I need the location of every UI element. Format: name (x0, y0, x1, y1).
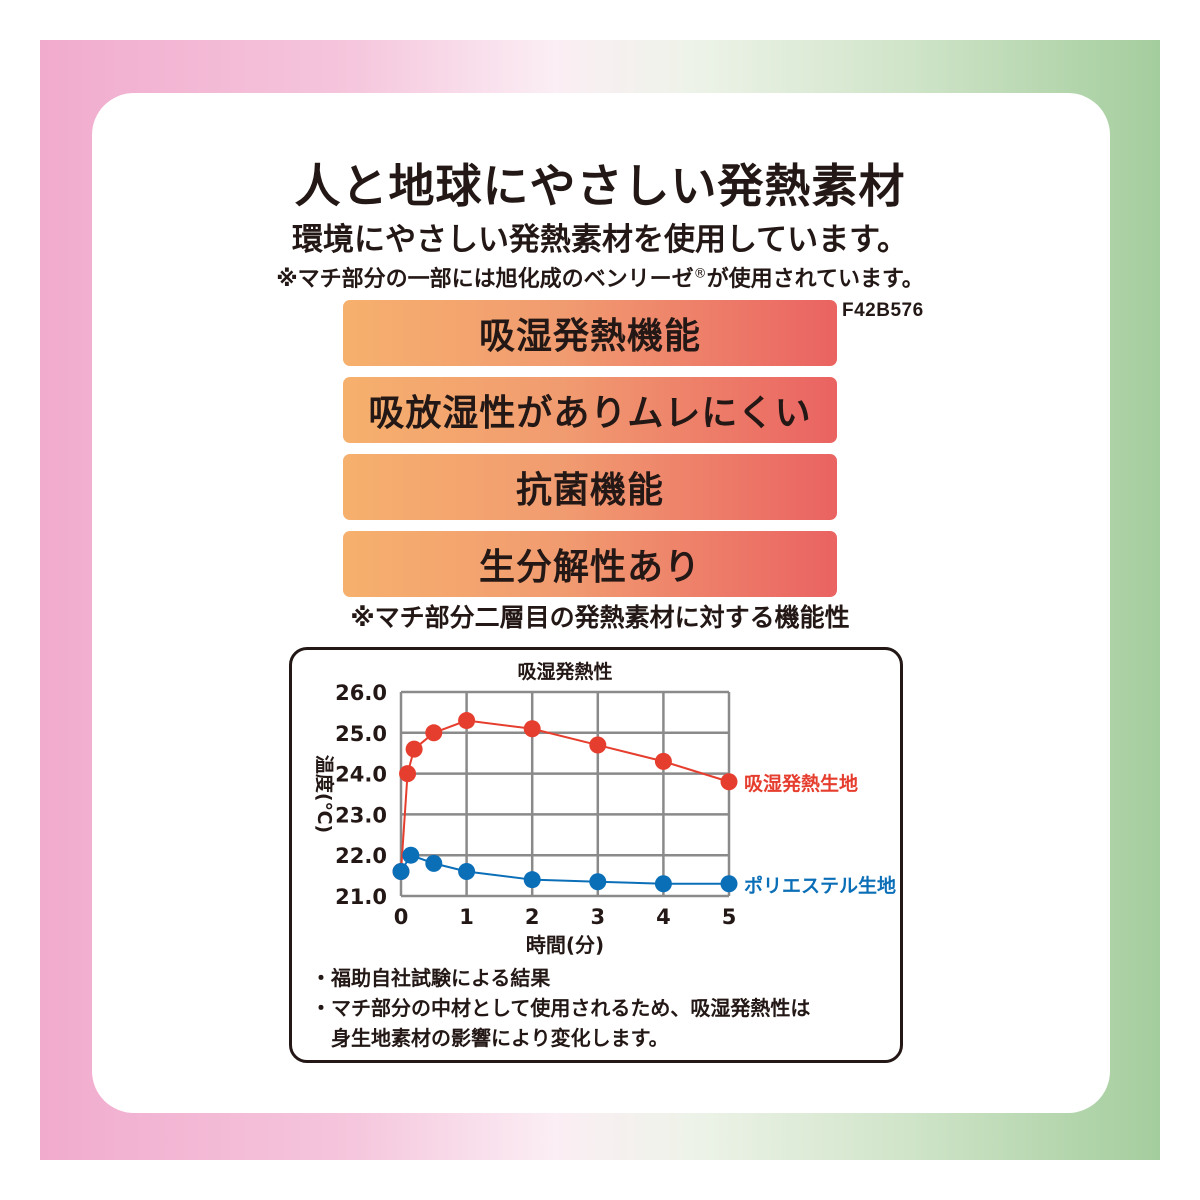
footnote-material-cont: 身生地素材の影響により変化します。 (311, 1026, 669, 1050)
data-point (654, 875, 672, 893)
footnote-material: ・マチ部分の中材として使用されるため、吸湿発熱性は (311, 996, 811, 1020)
features-note: ※マチ部分二層目の発熱素材に対する機能性 (350, 603, 850, 632)
data-point (720, 773, 738, 791)
data-point (425, 724, 443, 742)
data-point (402, 846, 420, 864)
y-tick-label: 23.0 (335, 803, 387, 827)
data-point (654, 752, 672, 770)
data-point (589, 736, 607, 754)
x-tick-label: 2 (525, 905, 540, 929)
registered-mark: ® (693, 266, 707, 282)
line-chart: 吸湿発熱性 21.0 22.0 23.0 24.0 25.0 26.0 0 1 2 3 4 5 時間(分)… (313, 660, 896, 957)
data-point (405, 740, 423, 758)
series-label-1: 吸湿発熱生地 (744, 772, 858, 795)
data-point (523, 720, 541, 738)
y-axis-label: 温度(℃) (313, 755, 336, 833)
footnote-test-source: ・福助自社試験による結果 (311, 966, 551, 990)
feature-breathable: 吸放湿性がありムレにくい (343, 377, 837, 443)
x-axis-label: 時間(分) (526, 933, 604, 957)
chart-title: 吸湿発熱性 (517, 660, 612, 683)
data-point (458, 712, 476, 730)
data-point (425, 854, 443, 872)
x-tick-label: 0 (394, 905, 409, 929)
series-line-1 (400, 719, 730, 872)
material-note: ※マチ部分の一部には旭化成のベンリーゼ®が使用されています。 (0, 261, 1200, 293)
footnote-list: ・福助自社試験による結果 ・マチ部分の中材として使用されるため、吸湿発熱性は 身… (311, 963, 891, 1053)
x-tick-label: 5 (722, 905, 737, 929)
y-tick-label: 25.0 (335, 722, 387, 746)
y-tick-label: 22.0 (335, 844, 387, 868)
y-tick-label: 21.0 (335, 885, 387, 909)
feature-biodegradable: 生分解性あり (343, 531, 837, 597)
series-line-2 (400, 853, 729, 885)
data-point (458, 863, 476, 881)
data-point (720, 875, 738, 893)
series-label-2: ポリエステル生地 (744, 874, 896, 897)
x-tick-label: 3 (590, 905, 605, 929)
x-tick-label: 1 (459, 905, 474, 929)
data-point (523, 871, 541, 889)
material-note-suffix: が使用されています。 (706, 267, 924, 292)
y-tick-label: 26.0 (335, 681, 387, 705)
feature-antibacterial: 抗菌機能 (343, 454, 837, 520)
x-tick-label: 4 (656, 905, 671, 929)
page-title: 人と地球にやさしい発熱素材 (294, 159, 906, 213)
feature-list: 吸湿発熱機能 吸放湿性がありムレにくい 抗菌機能 生分解性あり (343, 300, 837, 608)
data-point (399, 765, 417, 783)
feature-moisture-heat: 吸湿発熱機能 (343, 300, 837, 366)
data-point (392, 863, 410, 881)
product-code: F42B576 (842, 300, 924, 321)
material-note-text: ※マチ部分の一部には旭化成のベンリーゼ (276, 267, 694, 292)
data-point (589, 873, 607, 891)
page-subtitle: 環境にやさしい発熱素材を使用しています。 (292, 222, 908, 258)
chart-panel: 吸湿発熱性 21.0 22.0 23.0 24.0 25.0 26.0 0 1 2 3 4 5 時間(分)… (289, 647, 903, 1063)
y-tick-label: 24.0 (335, 763, 387, 787)
